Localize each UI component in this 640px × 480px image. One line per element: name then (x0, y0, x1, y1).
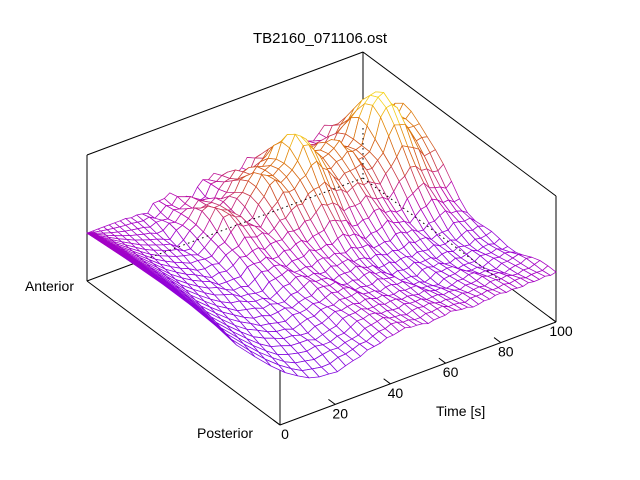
box-edge (86, 280, 281, 426)
x-axis-tick (383, 378, 391, 385)
x-axis-tick-label: 0 (281, 426, 289, 442)
x-axis-tick-label: 80 (498, 344, 514, 360)
box-edge (279, 321, 557, 426)
x-axis-tick-label: 40 (388, 385, 404, 401)
x-axis-tick-label: 100 (549, 323, 573, 339)
hidden-box-edge (362, 177, 501, 281)
x-axis-title: Time [s] (436, 403, 486, 419)
y-axis-max-label: Anterior (24, 278, 74, 294)
x-axis-tick-label: 60 (443, 364, 459, 380)
x-axis-tick-label: 20 (332, 405, 348, 421)
box-edge (86, 51, 364, 156)
x-axis-tick (548, 316, 557, 323)
box-edge (362, 51, 557, 197)
x-axis-tick (493, 337, 502, 344)
x-axis-tick (328, 398, 336, 405)
x-axis-tick (272, 419, 281, 426)
y-axis-min-label: Posterior (197, 425, 254, 441)
x-axis-tick (438, 357, 446, 364)
surface-mesh-cell (311, 366, 330, 378)
chart-title: TB2160_071106.ost (253, 30, 387, 47)
